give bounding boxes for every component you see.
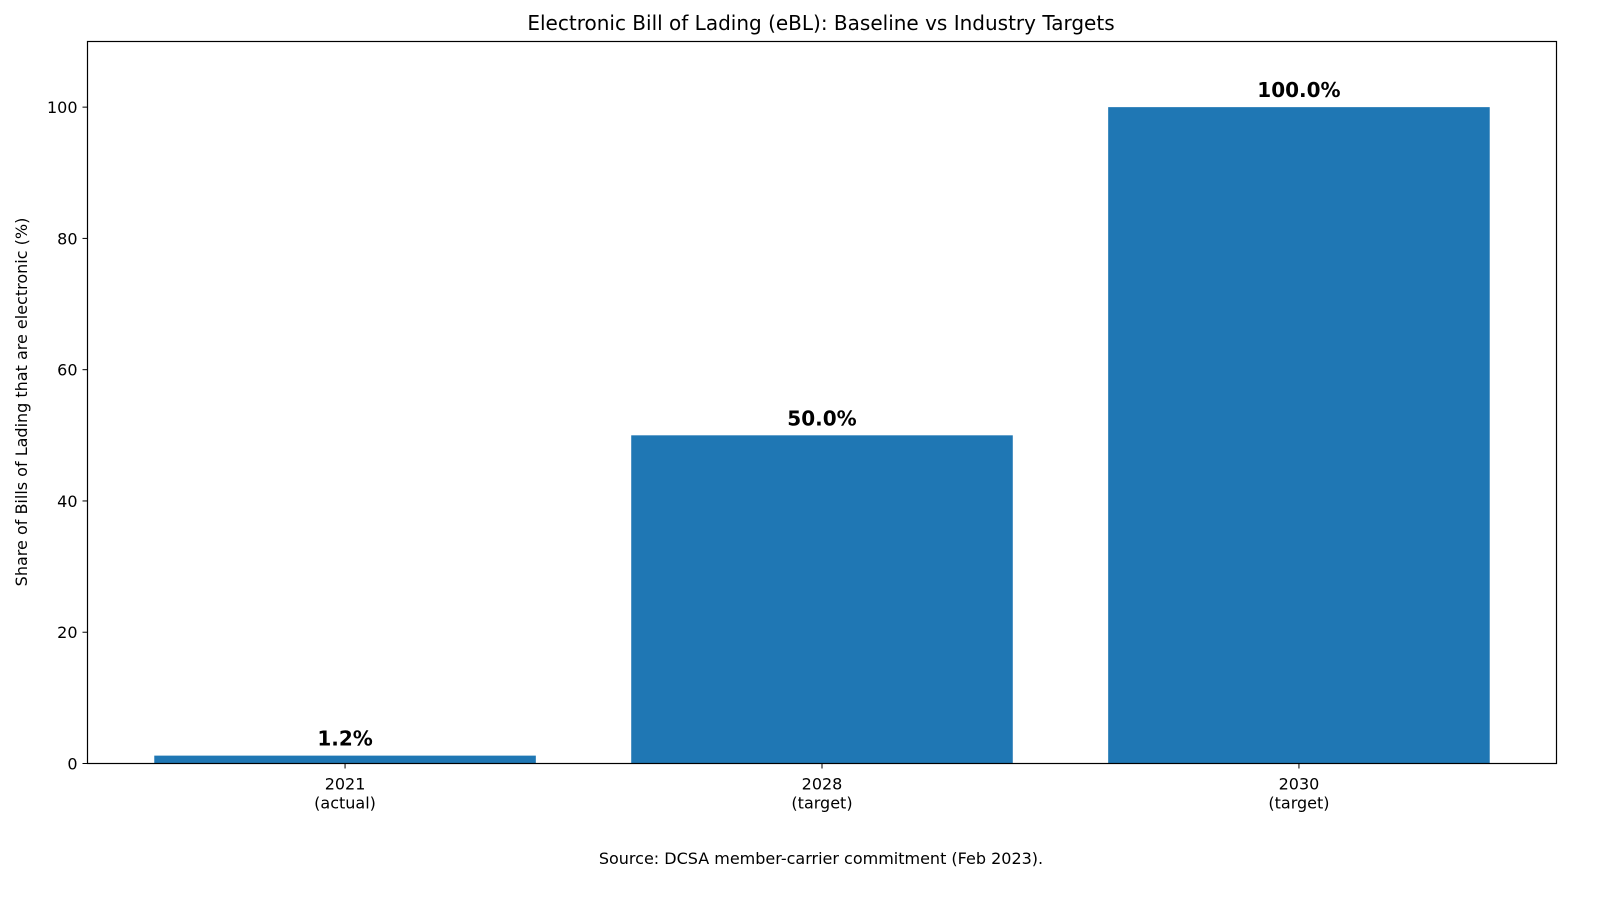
y-tick-label: 100 (47, 98, 78, 117)
y-tick-label: 60 (57, 361, 77, 380)
y-axis-label: Share of Bills of Lading that are electr… (12, 218, 31, 587)
bar-2030 (1108, 107, 1490, 764)
plot-frame (86, 40, 1558, 765)
y-tick-label: 0 (67, 755, 77, 774)
y-tick-label: 20 (57, 623, 77, 642)
x-tick-label: (actual) (314, 794, 376, 813)
x-tick-label: (target) (1268, 794, 1329, 813)
x-tick-label: 2028 (802, 775, 843, 794)
y-tick-label: 40 (57, 492, 77, 511)
data-label: 50.0% (787, 406, 856, 430)
footnote: Source: DCSA member-carrier commitment (… (599, 849, 1043, 868)
chart-title: Electronic Bill of Lading (eBL): Baselin… (527, 11, 1114, 35)
x-tick-label: (target) (791, 794, 852, 813)
data-label: 100.0% (1257, 78, 1340, 102)
x-tick-label: 2021 (325, 775, 366, 794)
bar-2028 (631, 435, 1013, 764)
bar-2021 (154, 755, 536, 764)
y-tick-label: 80 (57, 229, 77, 248)
data-label: 1.2% (317, 727, 372, 751)
x-tick-label: 2030 (1279, 775, 1320, 794)
